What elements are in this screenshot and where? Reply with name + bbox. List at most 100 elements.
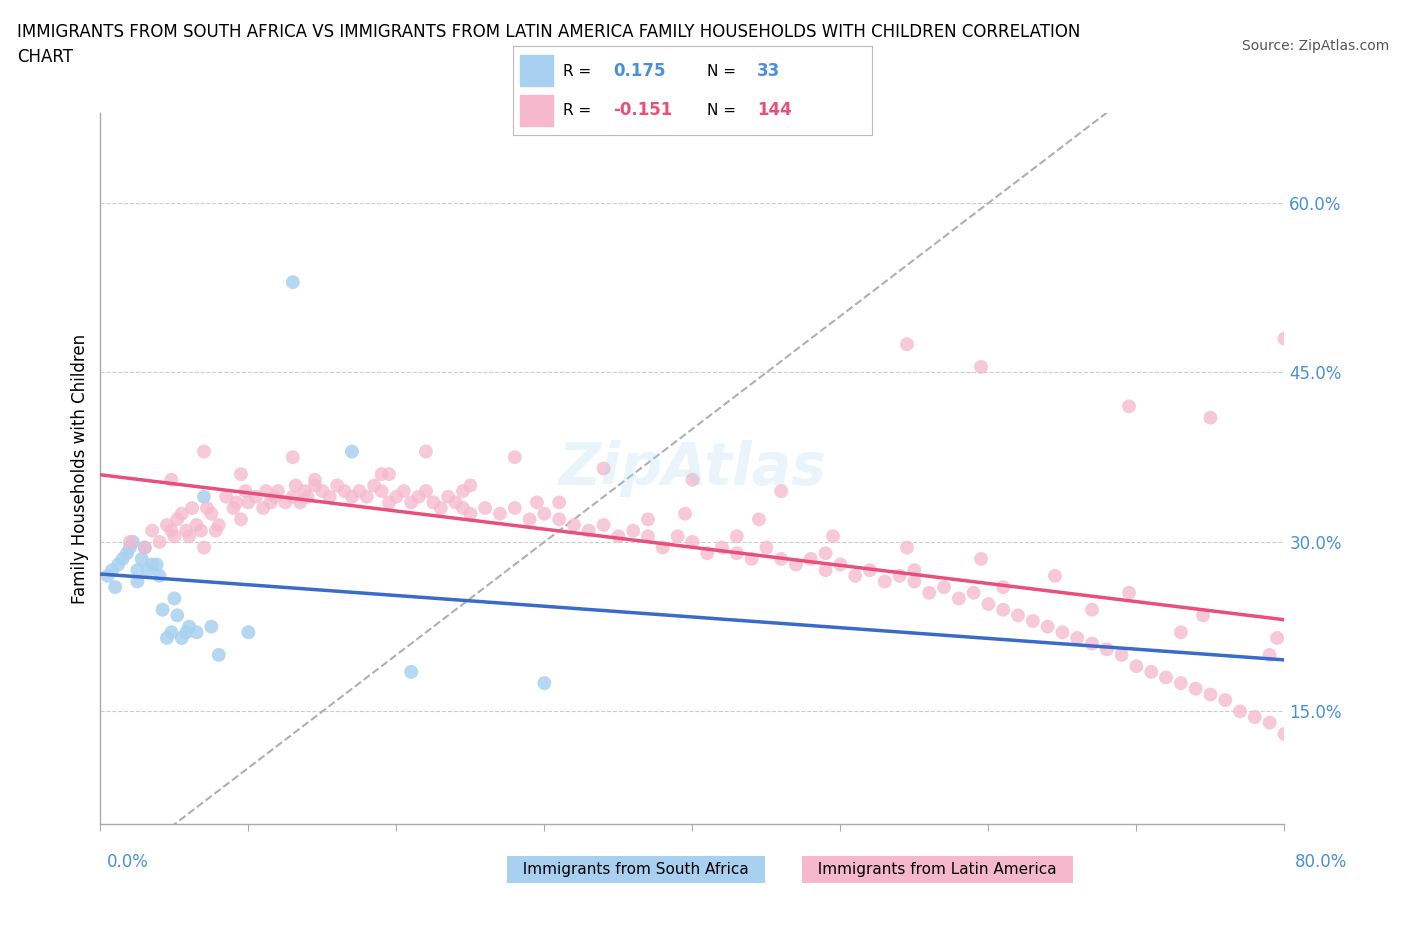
Point: [304, 472, 326, 487]
Point: [326, 478, 349, 493]
Point: [238, 625, 260, 640]
Point: [725, 546, 748, 561]
Point: [844, 568, 866, 583]
Point: [160, 472, 183, 487]
Point: [1265, 631, 1288, 645]
Point: [141, 524, 163, 538]
Point: [340, 489, 363, 504]
Point: [562, 518, 585, 533]
Point: [1081, 603, 1104, 618]
Point: [451, 484, 474, 498]
Point: [319, 489, 342, 504]
Point: [304, 478, 326, 493]
Point: [163, 529, 186, 544]
Point: [281, 489, 304, 504]
Point: [294, 484, 316, 498]
Point: [166, 608, 188, 623]
Point: [1154, 670, 1177, 684]
Y-axis label: Family Households with Children: Family Households with Children: [72, 334, 89, 604]
Point: [392, 484, 415, 498]
Point: [385, 489, 408, 504]
Point: [666, 529, 689, 544]
Point: [378, 495, 401, 510]
Point: [254, 484, 277, 498]
Point: [1081, 636, 1104, 651]
Point: [267, 484, 290, 498]
Point: [696, 546, 718, 561]
Point: [363, 478, 385, 493]
Point: [814, 563, 837, 578]
Point: [548, 512, 571, 526]
Point: [1199, 410, 1222, 425]
Point: [174, 625, 197, 640]
Point: [896, 337, 918, 352]
Point: [204, 524, 226, 538]
Point: [215, 489, 238, 504]
Point: [179, 529, 201, 544]
Point: [460, 478, 482, 493]
Point: [977, 597, 1000, 612]
Point: [755, 540, 778, 555]
Point: [166, 512, 188, 526]
Point: [748, 512, 770, 526]
Point: [107, 557, 129, 572]
Point: [174, 524, 197, 538]
Point: [378, 467, 401, 482]
Point: [186, 518, 208, 533]
Point: [422, 495, 444, 510]
Point: [127, 563, 149, 578]
Point: [208, 647, 231, 662]
Text: 144: 144: [756, 101, 792, 119]
Point: [1192, 608, 1215, 623]
Point: [1274, 331, 1296, 346]
Point: [814, 546, 837, 561]
Point: [127, 574, 149, 589]
Text: IMMIGRANTS FROM SOUTH AFRICA VS IMMIGRANTS FROM LATIN AMERICA FAMILY HOUSEHOLDS : IMMIGRANTS FROM SOUTH AFRICA VS IMMIGRAN…: [17, 23, 1080, 41]
Point: [519, 512, 541, 526]
Point: [785, 557, 807, 572]
Text: CHART: CHART: [17, 48, 73, 66]
Point: [873, 574, 896, 589]
Point: [163, 591, 186, 605]
Text: R =: R =: [564, 64, 596, 79]
Point: [97, 568, 120, 583]
Point: [170, 506, 193, 521]
Point: [533, 676, 555, 691]
Point: [962, 585, 984, 600]
Bar: [520, 56, 553, 86]
Point: [1199, 687, 1222, 702]
Point: [200, 506, 222, 521]
Point: [225, 495, 247, 510]
Point: [1052, 625, 1074, 640]
Point: [370, 484, 392, 498]
Point: [252, 500, 274, 515]
Point: [370, 467, 392, 482]
Point: [259, 495, 281, 510]
Point: [503, 500, 526, 515]
Point: [429, 500, 451, 515]
Point: [340, 445, 363, 459]
Point: [489, 506, 512, 521]
Point: [148, 535, 170, 550]
Point: [101, 563, 124, 578]
Point: [264, 489, 287, 504]
Text: 0.175: 0.175: [613, 62, 666, 80]
Text: N =: N =: [707, 64, 741, 79]
Point: [245, 489, 267, 504]
Point: [193, 540, 215, 555]
Point: [190, 524, 212, 538]
Bar: [520, 95, 553, 126]
Point: [222, 500, 245, 515]
Point: [179, 619, 201, 634]
Point: [460, 506, 482, 521]
Point: [229, 467, 252, 482]
Point: [1022, 614, 1045, 629]
Point: [503, 450, 526, 465]
Point: [1118, 585, 1140, 600]
Point: [681, 472, 703, 487]
Point: [1170, 625, 1192, 640]
Point: [711, 540, 734, 555]
Point: [156, 518, 179, 533]
Point: [274, 495, 297, 510]
Point: [399, 664, 422, 679]
